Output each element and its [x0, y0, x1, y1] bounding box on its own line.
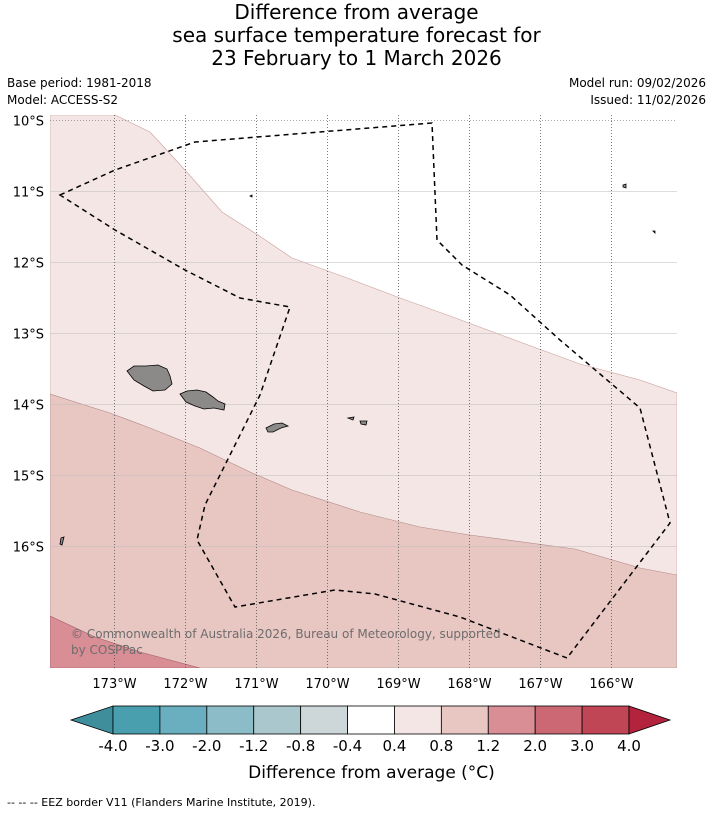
longitude-label: 170°W	[305, 677, 349, 692]
colorbar-swatch	[394, 705, 442, 735]
issued-date: Issued: 11/02/2026	[590, 93, 706, 107]
longitude-label: 166°W	[589, 677, 633, 692]
title-line-2: sea surface temperature forecast for	[172, 23, 541, 47]
island-tokelau-fakaofo	[652, 230, 656, 234]
copyright-notice: © Commonwealth of Australia 2026, Bureau…	[71, 627, 501, 657]
colorbar-tick-label: -0.8	[286, 737, 315, 755]
colorbar-tick-label: 3.0	[570, 737, 594, 755]
island-niuafoou	[59, 536, 65, 546]
eez-border-legend: -- -- -- EEZ border V11 (Flanders Marine…	[7, 796, 316, 809]
longitude-label: 168°W	[447, 677, 491, 692]
map-plot-area	[50, 115, 677, 668]
latitude-label: 12°S	[13, 257, 44, 272]
longitude-label: 172°W	[163, 677, 207, 692]
island-swains	[249, 194, 253, 198]
colorbar-tick-label: 1.2	[476, 737, 500, 755]
colorbar-title: Difference from average (°C)	[248, 763, 495, 783]
colorbar-swatch	[253, 705, 302, 735]
latitude-label: 13°S	[13, 328, 44, 343]
longitude-labels: 173°W 172°W 171°W 170°W 169°W 168°W 167°W 166°W	[92, 677, 633, 692]
island-tokelau-nukunonu	[622, 183, 627, 189]
island-savaii	[126, 364, 173, 392]
colorbar-tick-label: -1.2	[239, 737, 268, 755]
island-upolu	[179, 389, 226, 411]
colorbar-under-arrow	[69, 705, 114, 735]
colorbar-swatch	[440, 705, 489, 735]
latitude-label: 11°S	[13, 186, 44, 201]
anomaly-band-0.8-1.2	[50, 393, 677, 668]
latitude-labels: 10°S 11°S 12°S 13°S 14°S 15°S 16°S	[13, 115, 44, 556]
colorbar-swatch	[347, 705, 395, 735]
colorbar: -4.0 -3.0 -2.0 -1.2 -0.8 -0.4 0.4 0.8 1.2 2.0 3.0 4…	[69, 705, 672, 755]
colorbar-swatch	[487, 705, 536, 735]
colorbar-tick-label: 2.0	[523, 737, 547, 755]
colorbar-swatch	[206, 705, 255, 735]
longitude-label: 171°W	[234, 677, 278, 692]
latitude-label: 10°S	[13, 115, 44, 130]
model-name: Model: ACCESS-S2	[7, 93, 119, 107]
anomaly-band-1.2-2.0	[50, 615, 201, 668]
base-period: Base period: 1981-2018	[7, 76, 152, 90]
longitude-label: 167°W	[518, 677, 562, 692]
colorbar-over-arrow	[628, 705, 672, 735]
latitude-label: 14°S	[13, 399, 44, 414]
graticule	[50, 115, 677, 668]
colorbar-tick-label: 4.0	[617, 737, 641, 755]
land-masses	[59, 183, 656, 546]
colorbar-swatch	[159, 705, 208, 735]
island-tutuila	[265, 422, 290, 433]
title-line-3: 23 February to 1 March 2026	[211, 46, 502, 70]
longitude-label: 173°W	[92, 677, 136, 692]
colorbar-tick-label: -0.4	[333, 737, 362, 755]
colorbar-swatch	[534, 705, 583, 735]
latitude-label: 16°S	[13, 541, 44, 556]
latitude-label: 15°S	[13, 470, 44, 485]
eez-border	[58, 122, 671, 659]
colorbar-tick-label: -2.0	[192, 737, 221, 755]
longitude-label: 169°W	[376, 677, 420, 692]
colorbar-tick-label: 0.4	[383, 737, 407, 755]
island-tau	[359, 420, 368, 426]
island-ofu-olosega	[346, 416, 355, 421]
colorbar-swatch	[112, 705, 161, 735]
model-run-date: Model run: 09/02/2026	[568, 76, 706, 90]
colorbar-swatch	[581, 705, 630, 735]
title-line-1: Difference from average	[234, 0, 479, 24]
colorbar-tick-label: -3.0	[145, 737, 174, 755]
colorbar-tick-label: -4.0	[98, 737, 127, 755]
colorbar-tick-label: 0.8	[429, 737, 453, 755]
colorbar-swatch	[300, 705, 348, 735]
